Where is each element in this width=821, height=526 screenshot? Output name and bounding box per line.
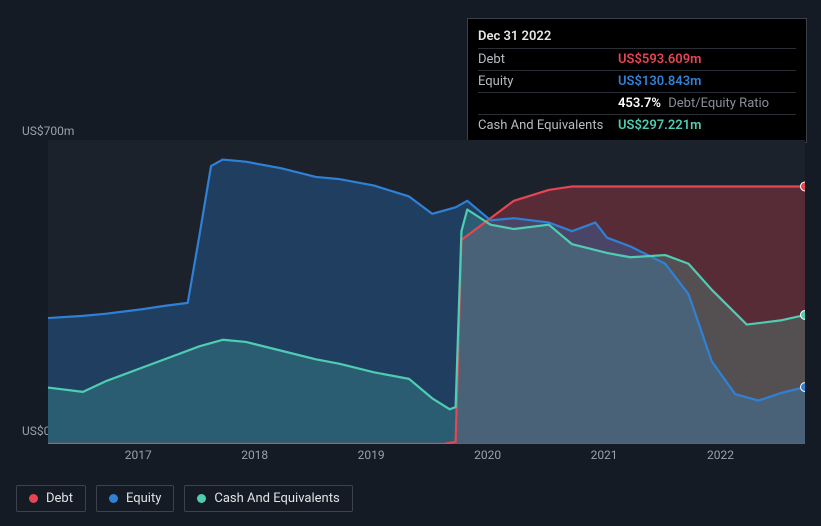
tooltip-row-value: US$593.609m [618,52,701,67]
legend-dot-icon [109,494,118,503]
x-tick: 2022 [707,448,734,462]
legend-dot-icon [197,494,206,503]
legend-label: Equity [126,491,161,506]
legend-label: Cash And Equivalents [214,491,339,506]
tooltip-panel: Dec 31 2022 DebtUS$593.609mEquityUS$130.… [467,18,807,143]
tooltip-row: Cash And EquivalentsUS$297.221m [478,114,796,136]
tooltip-row: DebtUS$593.609m [478,48,796,70]
tooltip-row: EquityUS$130.843m [478,70,796,92]
tooltip-row-value: 453.7% Debt/Equity Ratio [618,96,769,111]
tooltip-row-value: US$130.843m [618,74,701,89]
chart-container: Dec 31 2022 DebtUS$593.609mEquityUS$130.… [0,0,821,526]
tooltip-row: 453.7% Debt/Equity Ratio [478,92,796,114]
x-tick: 2017 [125,448,152,462]
x-tick: 2020 [474,448,501,462]
legend-item[interactable]: Equity [96,485,174,512]
legend: Debt Equity Cash And Equivalents [16,485,353,512]
legend-item[interactable]: Cash And Equivalents [184,485,352,512]
y-axis-max-label: US$700m [22,124,74,138]
tooltip-row-label [478,96,618,111]
tooltip-row-value: US$297.221m [618,118,701,133]
x-axis: 2017 2018 2019 2020 2021 2022 [48,448,805,468]
legend-item[interactable]: Debt [16,485,86,512]
tooltip-rows: DebtUS$593.609mEquityUS$130.843m453.7% D… [478,48,796,136]
tooltip-row-label: Debt [478,52,618,67]
x-tick: 2018 [241,448,268,462]
x-tick: 2021 [591,448,618,462]
tooltip-row-label: Equity [478,74,618,89]
tooltip-title: Dec 31 2022 [478,25,796,48]
chart-plot[interactable] [16,140,805,444]
legend-label: Debt [46,491,73,506]
chart-svg [16,140,805,444]
tooltip-row-suffix: Debt/Equity Ratio [665,96,769,111]
x-tick: 2019 [358,448,385,462]
legend-dot-icon [29,494,38,503]
tooltip-row-label: Cash And Equivalents [478,118,618,133]
